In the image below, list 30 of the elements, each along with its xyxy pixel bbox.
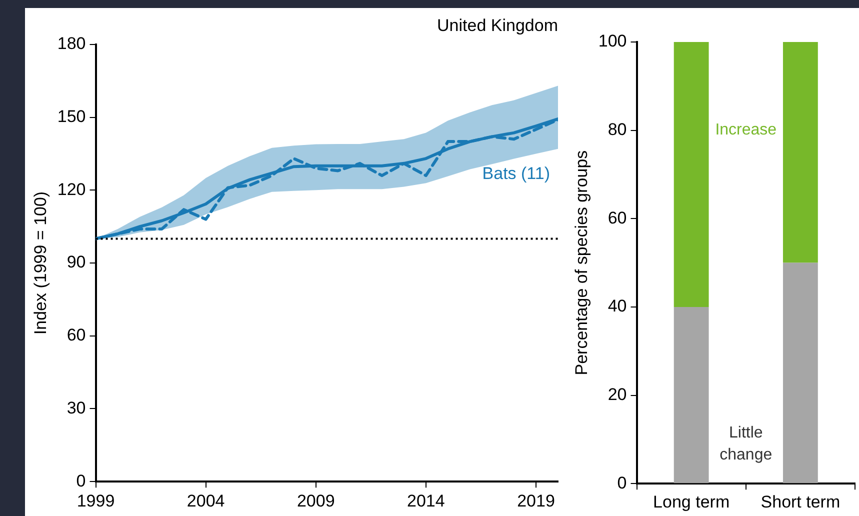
x-tick-label: 1999: [76, 491, 115, 510]
y-axis-title: Index (1999 = 100): [30, 191, 50, 335]
x-tick-label: Long term: [653, 492, 730, 512]
y-tick-label: 100: [598, 32, 627, 51]
y-tick-label: 120: [57, 180, 86, 199]
bar: [782, 262, 818, 484]
x-tick-label: 2009: [296, 491, 335, 510]
x-tick-label: 2004: [186, 491, 225, 510]
series-label: Increase: [715, 122, 777, 139]
y-axis-title: Percentage of species groups: [572, 150, 591, 376]
x-tick-label: 2014: [407, 491, 445, 510]
bar: [782, 42, 818, 263]
y-tick-label: 80: [608, 120, 627, 140]
y-tick-label: 30: [66, 398, 86, 418]
y-tick-label: 180: [57, 34, 86, 54]
chart-title: United Kingdom: [437, 16, 558, 35]
x-tick-label: Short term: [760, 492, 840, 512]
x-tick-label: 2019: [517, 491, 555, 510]
series-label: Bats (11): [482, 164, 550, 183]
series-label: Little change: [720, 424, 772, 464]
y-tick-label: 0: [617, 473, 627, 492]
y-tick-label: 40: [608, 296, 627, 316]
y-tick-label: 150: [57, 106, 86, 126]
y-tick-label: 60: [608, 208, 627, 228]
y-tick-label: 0: [76, 471, 86, 490]
y-tick-label: 90: [66, 252, 86, 272]
y-tick-label: 20: [608, 384, 627, 404]
y-tick-label: 60: [66, 326, 86, 345]
bar: [674, 306, 709, 484]
bar: [674, 42, 709, 307]
